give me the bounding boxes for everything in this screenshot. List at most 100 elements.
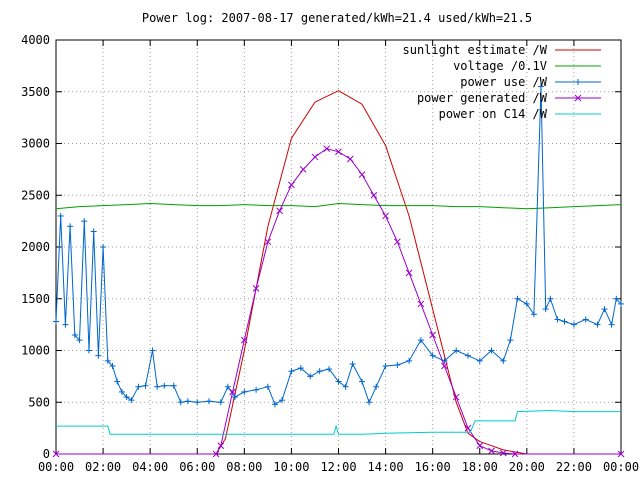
data-point [575, 79, 581, 85]
series-line [56, 90, 621, 455]
data-point [288, 181, 295, 189]
data-point [217, 399, 224, 406]
data-point [582, 316, 589, 323]
data-point [57, 212, 64, 219]
data-point [326, 366, 333, 373]
data-point [429, 352, 436, 359]
x-tick-label: 10:00 [273, 460, 309, 474]
data-point [335, 378, 342, 385]
data-point [523, 300, 530, 307]
data-point [476, 442, 484, 450]
data-point [464, 424, 472, 432]
x-tick-label: 14:00 [368, 460, 404, 474]
data-point [373, 383, 380, 390]
legend-label: power on C14 /W [439, 107, 548, 121]
data-point [279, 397, 285, 404]
data-point [71, 331, 78, 338]
y-tick-label: 2000 [21, 240, 50, 254]
y-tick-label: 3000 [21, 137, 50, 151]
chart-title: Power log: 2007-08-17 generated/kWh=21.4… [142, 11, 532, 25]
data-point [406, 357, 413, 364]
legend-label: power use /W [460, 75, 547, 89]
data-point [109, 363, 116, 370]
legend-label: power generated /W [417, 91, 548, 105]
data-point [507, 337, 514, 344]
data-point [561, 318, 568, 325]
data-point [212, 450, 220, 458]
data-point [241, 388, 248, 395]
data-point [405, 269, 413, 277]
data-point [81, 218, 88, 225]
data-point [618, 300, 624, 307]
data-point [114, 378, 121, 385]
data-point [617, 450, 625, 458]
data-point [570, 321, 577, 328]
data-point [394, 238, 401, 246]
x-axis: 00:00 02:00 04:00 06:00 08:00 10:00 12:00 14:00… [38, 40, 639, 474]
legend-label: sunlight estimate /W [403, 43, 548, 57]
data-point [135, 383, 142, 390]
x-tick-label: 12:00 [320, 460, 356, 474]
data-point [382, 212, 389, 220]
data-point [452, 393, 460, 401]
data-point [128, 397, 135, 404]
data-point [500, 357, 507, 364]
data-point [288, 368, 295, 375]
x-tick-label: 00:00 [38, 460, 74, 474]
data-point [299, 166, 307, 173]
data-point [118, 388, 125, 395]
series-3 [52, 145, 625, 458]
data-point [394, 361, 401, 368]
data-point [67, 223, 74, 230]
series-0 [56, 90, 621, 455]
data-point [594, 321, 601, 328]
data-point [307, 373, 314, 380]
y-tick-label: 1000 [21, 344, 50, 358]
data-point [161, 382, 168, 389]
x-tick-label: 00:00 [603, 460, 639, 474]
series-line [55, 202, 622, 210]
data-point [95, 352, 102, 359]
data-point [542, 306, 549, 313]
data-point [170, 382, 177, 389]
data-point [217, 442, 225, 450]
y-axis: 0 500 1000 1500 2000 2500 3000 3500 4000 [21, 33, 621, 461]
series-2 [53, 83, 624, 408]
data-point [62, 321, 69, 328]
data-point [53, 318, 59, 325]
data-point [453, 347, 460, 354]
data-point [601, 306, 608, 313]
data-point [194, 399, 201, 406]
data-point [366, 399, 373, 406]
legend-label: voltage /0.1V [453, 59, 547, 73]
x-tick-label: 02:00 [85, 460, 121, 474]
data-point [240, 336, 248, 344]
data-point [90, 228, 97, 235]
data-point [85, 347, 92, 354]
data-point [229, 388, 236, 396]
data-point [123, 394, 130, 401]
data-point [100, 244, 107, 250]
x-tick-label: 16:00 [415, 460, 451, 474]
y-tick-label: 3500 [21, 85, 50, 99]
y-tick-label: 1500 [21, 292, 50, 306]
data-point [547, 295, 554, 302]
data-point [359, 378, 366, 385]
data-point [231, 394, 238, 401]
series-line [56, 409, 621, 435]
data-point [271, 401, 278, 408]
data-point [76, 337, 83, 344]
x-tick-label: 04:00 [132, 460, 168, 474]
data-point [441, 362, 448, 370]
data-point [429, 331, 437, 339]
data-point [358, 171, 366, 178]
data-point [537, 83, 544, 90]
data-point [574, 94, 582, 102]
data-point [613, 295, 620, 302]
data-point [142, 382, 149, 389]
series-group [52, 83, 625, 458]
data-point [264, 383, 271, 390]
data-point [297, 365, 304, 372]
x-tick-label: 08:00 [226, 460, 262, 474]
